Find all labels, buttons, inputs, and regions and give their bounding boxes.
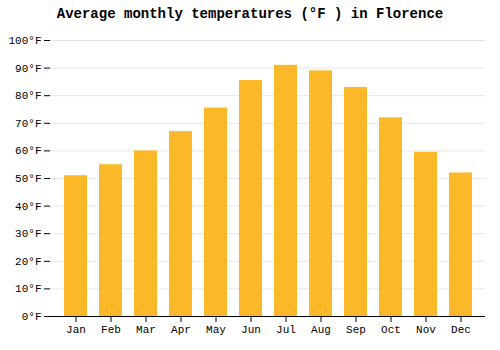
svg-text:May: May [206,324,226,336]
svg-text:70°F: 70°F [15,118,41,130]
svg-text:50°F: 50°F [15,173,41,185]
svg-text:80°F: 80°F [15,90,41,102]
html-text:Average monthly temperatures (: Average monthly temperatures (°F ) in Fl… [56,6,444,22]
svg-text:Jul: Jul [276,324,296,336]
svg-text:Oct: Oct [381,324,401,336]
svg-text:Sep: Sep [346,324,366,336]
svg-text:Jan: Jan [66,324,86,336]
svg-text:Feb: Feb [101,324,121,336]
svg-text:Mar: Mar [136,324,156,336]
svg-text:0°F: 0°F [22,311,42,323]
svg-text:20°F: 20°F [15,256,41,268]
svg-text:60°F: 60°F [15,145,41,157]
svg-text:Dec: Dec [451,324,471,336]
svg-text:10°F: 10°F [15,283,41,295]
svg-text:Nov: Nov [416,324,436,336]
svg-text:100°F: 100°F [8,35,41,47]
svg-text:Apr: Apr [171,324,191,336]
svg-text:30°F: 30°F [15,228,41,240]
svg-text:Aug: Aug [311,324,331,336]
svg-text:40°F: 40°F [15,201,41,213]
svg-text:Jun: Jun [241,324,261,336]
svg-text:90°F: 90°F [15,63,41,75]
